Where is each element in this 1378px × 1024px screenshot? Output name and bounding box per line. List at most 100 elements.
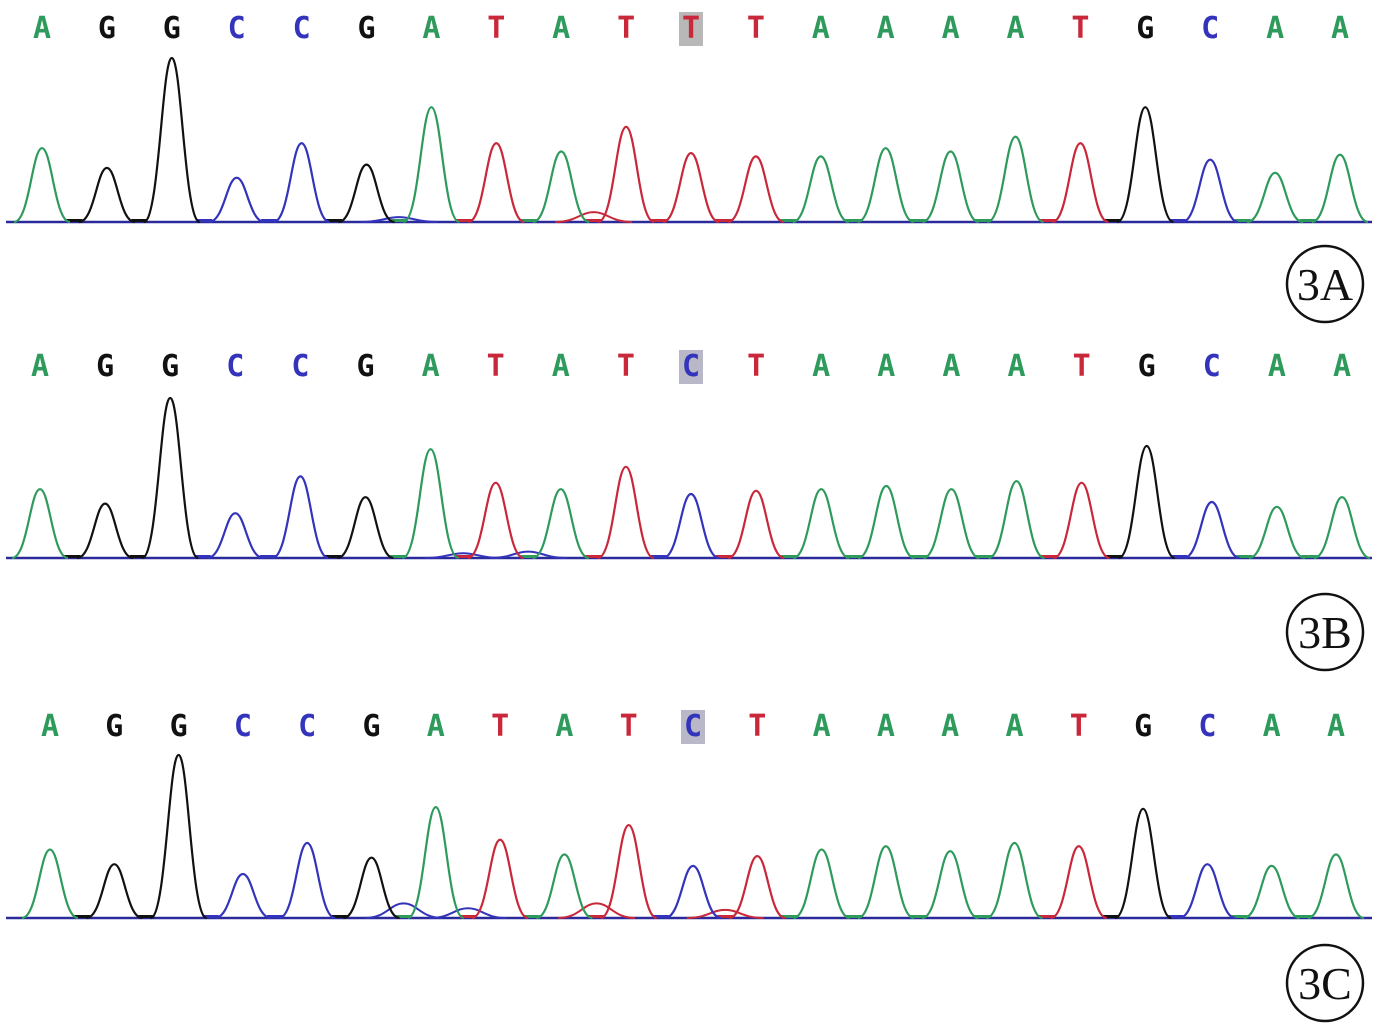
base-letter-3c: T bbox=[748, 709, 766, 744]
peak-3b bbox=[337, 496, 394, 560]
peak-3a bbox=[597, 125, 655, 224]
peak-3b bbox=[532, 488, 590, 560]
base-letter-3b: A bbox=[877, 349, 895, 384]
peak-3a bbox=[987, 135, 1044, 224]
base-letter-3c: A bbox=[555, 709, 573, 744]
base-letter-3c: A bbox=[1005, 709, 1023, 744]
chromatogram-panel-3b: A G G C C G A T A T C T A A A A T G C A A 3B bbox=[6, 349, 1372, 672]
panel-label-3b: 3B bbox=[1298, 607, 1352, 658]
base-letter-3a: T bbox=[1071, 11, 1089, 46]
peak-3a bbox=[792, 155, 850, 224]
highlighted-base-box bbox=[679, 12, 703, 46]
peak-3b bbox=[141, 396, 199, 560]
secondary-peak bbox=[489, 550, 567, 559]
peak-3a bbox=[338, 163, 395, 224]
base-letter-3b: T bbox=[1073, 349, 1091, 384]
peak-3b bbox=[76, 502, 134, 560]
peak-3b bbox=[662, 492, 720, 560]
base-letter-3c: G bbox=[170, 709, 188, 744]
base-letter-3c: A bbox=[813, 709, 831, 744]
peak-3a bbox=[402, 106, 460, 224]
peak-3a bbox=[142, 56, 201, 224]
peak-3b bbox=[792, 488, 850, 560]
base-letter-3b: A bbox=[1333, 349, 1351, 384]
base-letter-3a: A bbox=[1266, 11, 1284, 46]
base-letter-3a: A bbox=[812, 11, 830, 46]
base-letter-3c: T bbox=[1070, 709, 1088, 744]
peak-3c bbox=[149, 753, 208, 920]
base-letter-3b: C bbox=[291, 349, 309, 384]
peak-3a bbox=[208, 176, 265, 224]
base-letter-3b: A bbox=[812, 349, 830, 384]
panel-label-circle-3c bbox=[1285, 943, 1365, 1023]
base-letter-3b: G bbox=[356, 349, 374, 384]
base-letter-3c: A bbox=[877, 709, 895, 744]
base-letter-3c: T bbox=[491, 709, 509, 744]
peak-3c bbox=[1114, 807, 1172, 920]
secondary-peak bbox=[424, 552, 502, 559]
peak-3b bbox=[11, 488, 69, 560]
base-letter-3c: C bbox=[298, 709, 316, 744]
peak-3a bbox=[78, 166, 136, 224]
peak-3c bbox=[793, 848, 851, 920]
peak-3a bbox=[13, 147, 71, 224]
base-letter-3b: C bbox=[226, 349, 244, 384]
peak-3b bbox=[727, 489, 785, 560]
base-letter-3b: A bbox=[31, 349, 49, 384]
peak-3c bbox=[1179, 863, 1236, 920]
peak-3c bbox=[21, 848, 79, 920]
peak-3b bbox=[922, 488, 980, 560]
peak-3c bbox=[728, 854, 786, 920]
base-letter-3b: G bbox=[1138, 349, 1156, 384]
peak-3b bbox=[1248, 505, 1306, 560]
secondary-peak bbox=[429, 907, 507, 919]
peak-3c bbox=[1050, 845, 1108, 920]
secondary-peak bbox=[365, 902, 443, 919]
peak-3b bbox=[1118, 444, 1176, 560]
peak-3a bbox=[1181, 158, 1239, 224]
peak-3a bbox=[1311, 153, 1369, 224]
peak-3a bbox=[532, 150, 590, 224]
base-letter-3c: C bbox=[234, 709, 252, 744]
base-letter-3c: A bbox=[41, 709, 59, 744]
peak-3b bbox=[1183, 500, 1241, 560]
base-letter-3a: T bbox=[617, 11, 635, 46]
peak-3b bbox=[597, 465, 655, 560]
base-letter-3c: C bbox=[1198, 709, 1216, 744]
base-letter-3a: C bbox=[1201, 11, 1219, 46]
peak-3c bbox=[1243, 864, 1301, 920]
base-letter-3a: A bbox=[942, 11, 960, 46]
base-letter-3c: C bbox=[684, 709, 702, 744]
base-letter-3a: T bbox=[682, 11, 700, 46]
peak-3c bbox=[986, 841, 1043, 920]
base-letter-3b: T bbox=[747, 349, 765, 384]
base-letter-3b: G bbox=[161, 349, 179, 384]
base-letter-3a: A bbox=[422, 11, 440, 46]
base-letter-3a: A bbox=[33, 11, 51, 46]
base-letter-3a: C bbox=[293, 11, 311, 46]
panel-label-circle-3a bbox=[1285, 244, 1365, 324]
peak-3a bbox=[1051, 142, 1109, 224]
peak-3a bbox=[857, 147, 915, 224]
base-letter-3b: T bbox=[617, 349, 635, 384]
peak-3c bbox=[85, 863, 143, 920]
panel-label-3c: 3C bbox=[1298, 958, 1352, 1009]
base-letter-3a: T bbox=[747, 11, 765, 46]
base-letter-3b: C bbox=[1203, 349, 1221, 384]
base-letter-3a: A bbox=[1331, 11, 1349, 46]
peak-3c bbox=[536, 853, 593, 920]
secondary-peak bbox=[360, 216, 438, 223]
chromatogram-panel-3a: A G G C C G A T A T T T A A A A T G C A A 3A bbox=[6, 11, 1372, 324]
highlighted-base-box bbox=[681, 710, 705, 744]
peak-3c bbox=[921, 850, 979, 920]
base-letter-3a: G bbox=[98, 11, 116, 46]
base-letter-3a: A bbox=[877, 11, 895, 46]
base-letter-3b: G bbox=[96, 349, 114, 384]
base-letter-3a: A bbox=[1006, 11, 1024, 46]
base-letter-3c: G bbox=[362, 709, 380, 744]
base-letter-3c: A bbox=[1327, 709, 1345, 744]
base-letter-3b: A bbox=[552, 349, 570, 384]
base-letter-3c: A bbox=[427, 709, 445, 744]
peak-3c bbox=[407, 806, 465, 920]
base-letter-3c: G bbox=[105, 709, 123, 744]
